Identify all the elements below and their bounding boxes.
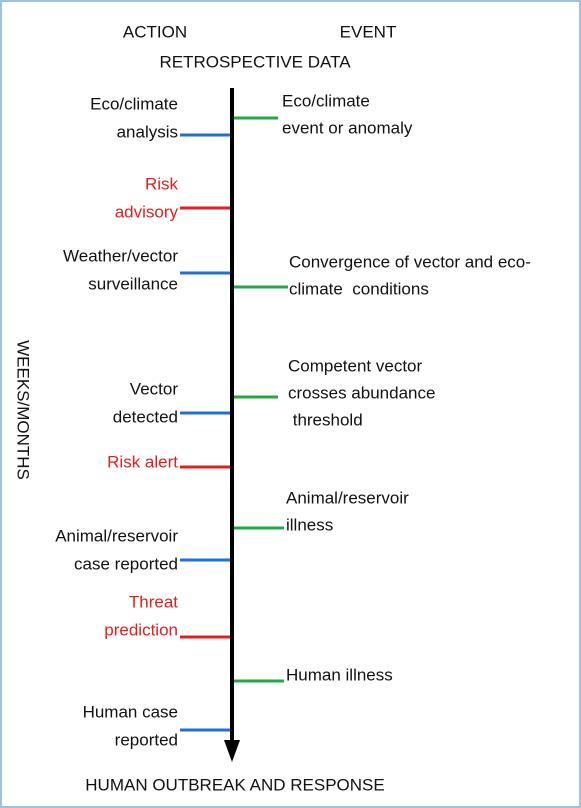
- event-label: Competent vector: [288, 356, 423, 375]
- arrow-head: [224, 740, 240, 762]
- action-label: Animal/reservoir: [55, 526, 178, 545]
- action-label: Eco/climate: [90, 94, 178, 113]
- footer: HUMAN OUTBREAK AND RESPONSE: [85, 775, 384, 794]
- event-label: Convergence of vector and eco-: [289, 252, 531, 271]
- action-label: Threat: [129, 592, 178, 611]
- action-label: surveillance: [88, 274, 178, 293]
- action-label: Risk alert: [107, 452, 178, 471]
- action-label: analysis: [117, 122, 178, 141]
- event-label: threshold: [288, 410, 363, 429]
- subtitle: RETROSPECTIVE DATA: [159, 52, 351, 71]
- action-label: Risk: [145, 174, 179, 193]
- event-label: Human illness: [286, 665, 393, 684]
- action-label: advisory: [115, 202, 179, 221]
- event-label: illness: [286, 515, 333, 534]
- action-label: prediction: [104, 620, 178, 639]
- action-label: detected: [113, 407, 178, 426]
- action-header: ACTION: [123, 22, 187, 41]
- action-label: case reported: [74, 554, 178, 573]
- axis-label: WEEKS/MONTHS: [14, 340, 33, 480]
- event-label: event or anomaly: [282, 118, 413, 137]
- event-label: Eco/climate: [282, 91, 370, 110]
- action-label: reported: [115, 730, 178, 749]
- event-label: crosses abundance: [288, 383, 435, 402]
- event-label: Animal/reservoir: [286, 488, 409, 507]
- action-label: Human case: [83, 702, 178, 721]
- event-label: climate conditions: [289, 279, 429, 298]
- action-label: Weather/vector: [63, 246, 178, 265]
- event-header: EVENT: [340, 22, 397, 41]
- action-label: Vector: [130, 379, 179, 398]
